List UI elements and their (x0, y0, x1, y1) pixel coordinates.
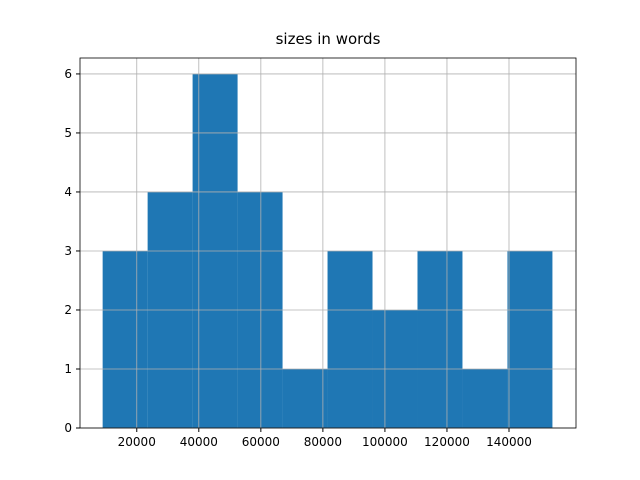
bar (462, 368, 508, 428)
bar (327, 250, 373, 428)
x-tick-label: 40000 (180, 435, 218, 449)
y-tick-label: 5 (64, 126, 72, 140)
x-tick-label: 60000 (242, 435, 280, 449)
x-tick-label: 120000 (424, 435, 470, 449)
bar (417, 250, 463, 428)
plot-frame (79, 57, 577, 429)
x-tick-label: 140000 (486, 435, 532, 449)
x-tick-label: 100000 (362, 435, 408, 449)
bar (282, 368, 328, 428)
y-tick-label: 2 (64, 303, 72, 317)
x-tick-label: 20000 (118, 435, 156, 449)
y-tick-label: 4 (64, 185, 72, 199)
bar (102, 250, 148, 428)
y-tick-label: 0 (64, 421, 72, 435)
y-tick-label: 1 (64, 362, 72, 376)
x-tick-label: 80000 (304, 435, 342, 449)
chart-title: sizes in words (276, 30, 381, 48)
bar (507, 250, 553, 428)
y-tick-label: 6 (64, 67, 72, 81)
y-tick-label: 3 (64, 244, 72, 258)
